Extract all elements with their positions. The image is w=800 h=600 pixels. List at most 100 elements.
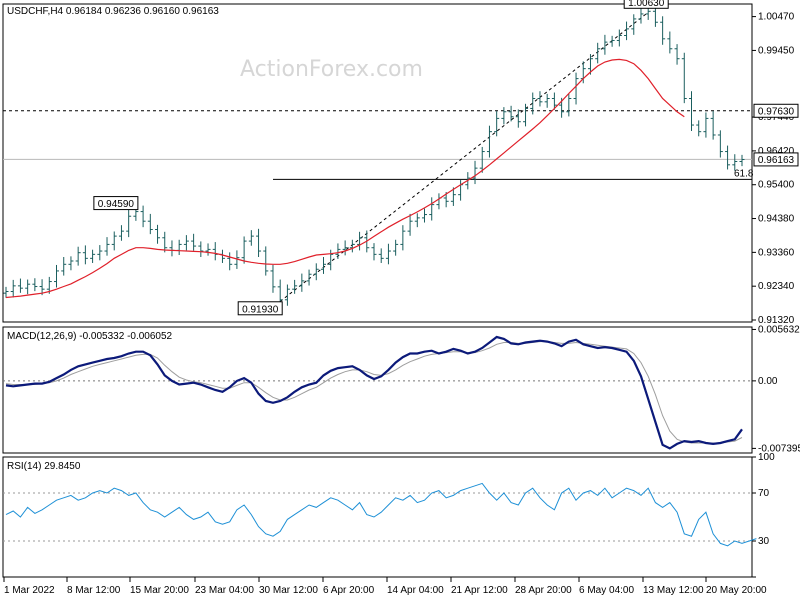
price-bar xyxy=(681,52,687,104)
x-tick-label: 6 May 04:00 xyxy=(579,585,634,596)
price-bar xyxy=(205,243,211,256)
price-bar xyxy=(263,246,269,276)
price-bar xyxy=(140,205,146,228)
price-bar xyxy=(732,154,738,171)
price-bar xyxy=(162,231,168,253)
axis-price-label: 0.96163 xyxy=(753,152,799,167)
price-tick-label: 0.95400 xyxy=(758,180,795,191)
price-bar xyxy=(537,91,543,107)
price-bar xyxy=(241,236,247,264)
price-bar xyxy=(306,269,312,286)
price-bar xyxy=(155,224,161,244)
x-tick-label: 13 May 12:00 xyxy=(643,585,704,596)
annotation-label: 1.00630 xyxy=(628,0,665,9)
price-bar xyxy=(32,278,38,292)
price-bar xyxy=(422,208,428,223)
price-bar xyxy=(68,256,74,271)
price-bar xyxy=(385,243,391,265)
price-bar xyxy=(710,111,716,140)
price-bar xyxy=(342,240,348,256)
price-bar xyxy=(544,93,550,108)
x-tick-label: 30 Mar 12:00 xyxy=(259,585,318,596)
price-bar xyxy=(414,213,420,228)
price-pane xyxy=(2,3,753,323)
price-bar xyxy=(523,103,529,127)
axis-price-box xyxy=(753,152,799,167)
x-tick-label: 21 Apr 12:00 xyxy=(451,585,508,596)
price-bar xyxy=(573,72,579,105)
price-bar xyxy=(393,239,399,256)
price-bar xyxy=(126,208,132,238)
price-bar xyxy=(371,243,377,261)
price-bar xyxy=(104,237,110,256)
price-bar xyxy=(270,264,276,293)
macd-signal-line xyxy=(5,341,743,444)
macd-line xyxy=(5,335,743,450)
price-bar xyxy=(725,145,731,170)
macd-tick-label: 0.005632 xyxy=(758,324,800,335)
x-tick-label: 1 Mar 2022 xyxy=(4,585,55,596)
watermark: ActionForex.com xyxy=(240,57,423,82)
macd-pane xyxy=(2,326,753,454)
axis-price-text: 0.97630 xyxy=(758,106,795,117)
price-bar xyxy=(479,146,485,173)
price-bar xyxy=(292,279,298,294)
price-bar xyxy=(97,245,103,261)
price-bar xyxy=(198,241,204,258)
price-bar xyxy=(595,42,601,64)
price-tick-label: 0.96420 xyxy=(758,146,795,157)
price-bar xyxy=(667,31,673,54)
rsi-tick-label: 100 xyxy=(758,452,775,463)
price-bar xyxy=(284,284,290,306)
rsi-tick-label: 70 xyxy=(758,488,770,499)
price-bar xyxy=(176,239,182,256)
price-bar xyxy=(486,125,492,158)
moving-average-line xyxy=(5,58,685,299)
x-tick-label: 8 Mar 12:00 xyxy=(67,585,121,596)
price-bar xyxy=(118,225,124,241)
price-bar xyxy=(111,231,117,251)
price-bar xyxy=(739,154,745,167)
price-bar xyxy=(624,21,630,41)
price-bar xyxy=(515,109,521,128)
x-tick-label: 20 May 20:00 xyxy=(706,585,767,596)
price-bar xyxy=(183,235,189,251)
price-bar xyxy=(508,105,514,122)
annotation-label: 0.94590 xyxy=(98,199,135,210)
price-tick-label: 0.94380 xyxy=(758,214,795,225)
price-bar xyxy=(717,130,723,158)
price-bar xyxy=(147,213,153,235)
price-bar xyxy=(530,92,536,115)
price-bar xyxy=(234,250,240,269)
price-bar xyxy=(638,7,644,24)
price-bar xyxy=(277,279,283,305)
macd-tick-label: -0.007395 xyxy=(758,443,800,454)
price-bar xyxy=(3,286,9,298)
rsi-tick-label: 30 xyxy=(758,536,770,547)
price-bar xyxy=(631,14,637,35)
price-bar xyxy=(703,112,709,138)
price-bar xyxy=(357,231,363,251)
macd-title: MACD(12,26,9) -0.005332 -0.006052 xyxy=(7,331,173,342)
price-tick-label: 0.92340 xyxy=(758,281,795,292)
price-bar xyxy=(169,240,175,257)
price-bar xyxy=(256,228,262,258)
price-bar xyxy=(39,279,45,296)
price-tick-label: 1.00470 xyxy=(758,12,795,23)
axis-price-box xyxy=(753,103,799,118)
annotation-box xyxy=(237,301,283,316)
price-bar xyxy=(609,35,615,47)
fib-label: 61.8 xyxy=(734,168,754,179)
x-tick-label: 14 Apr 04:00 xyxy=(387,585,444,596)
price-bar xyxy=(82,245,88,265)
rsi-line xyxy=(5,482,757,547)
price-bar xyxy=(378,248,384,263)
symbol-label: USDCHF,H4 0.96184 0.96236 0.96160 0.9616… xyxy=(7,6,219,17)
price-bar xyxy=(450,187,456,206)
price-bar xyxy=(551,92,557,110)
annotation-label: 0.91930 xyxy=(242,304,279,315)
price-bar xyxy=(674,44,680,65)
x-tick-label: 6 Apr 20:00 xyxy=(323,585,375,596)
price-tick-label: 0.93360 xyxy=(758,247,795,258)
